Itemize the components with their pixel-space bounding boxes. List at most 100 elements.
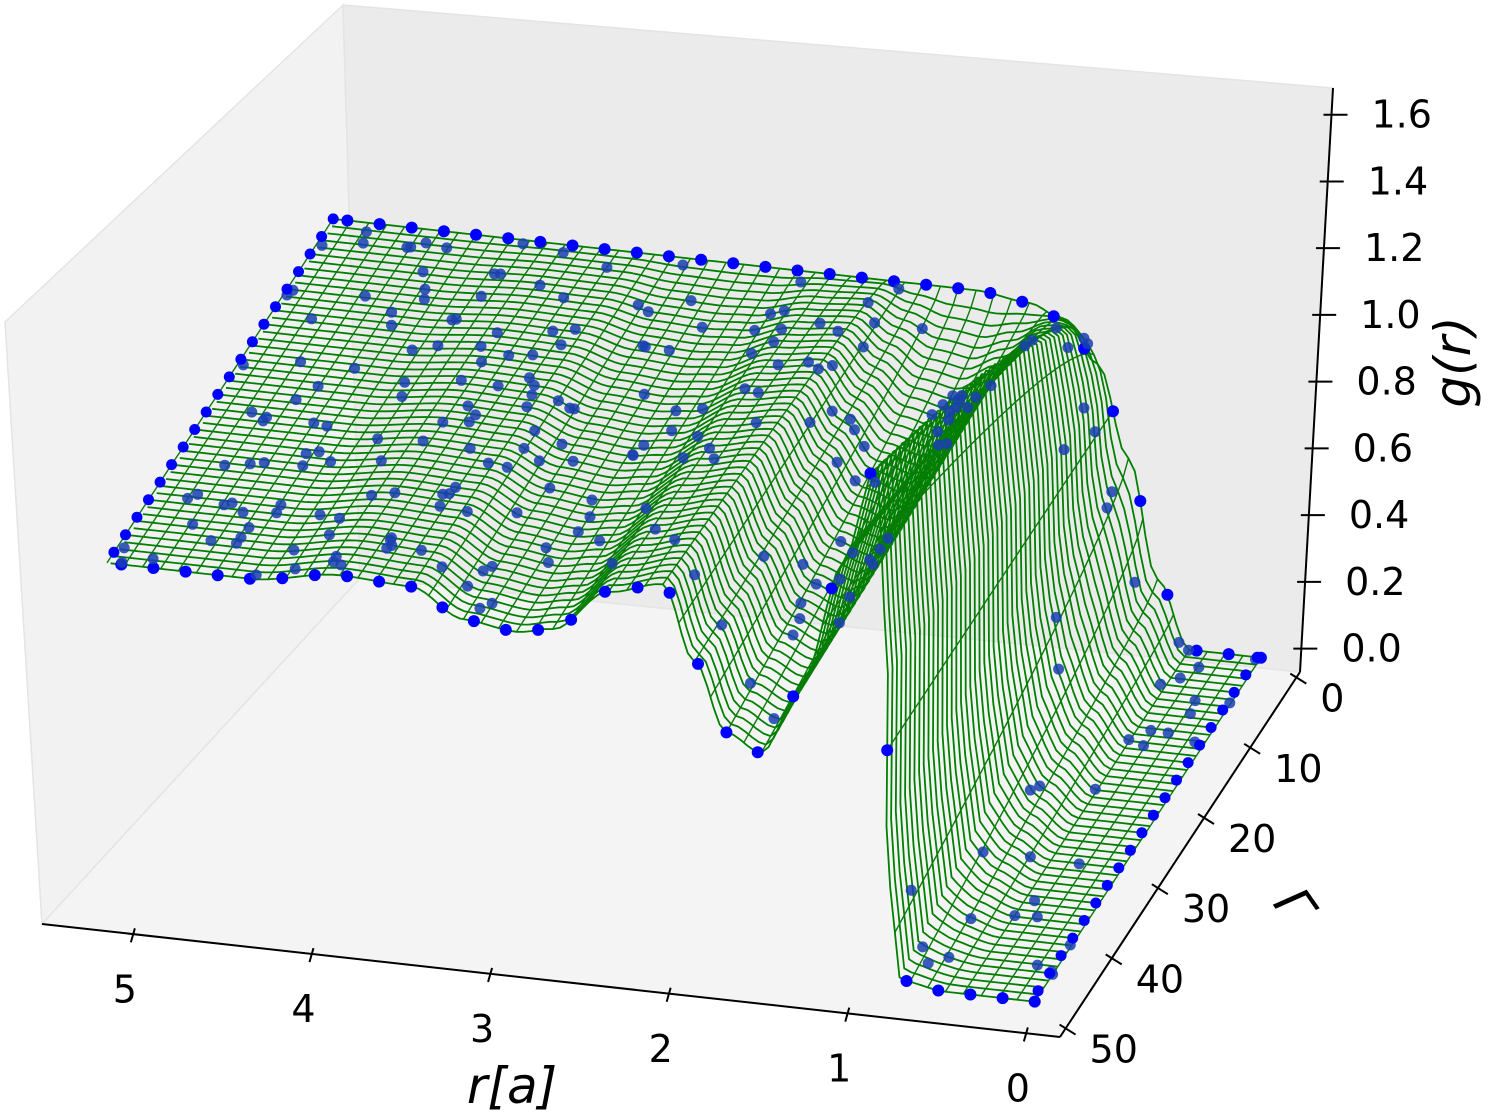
data-point-304: [697, 403, 709, 415]
data-point-214: [237, 506, 249, 518]
z-tick-1.6: 1.6: [1323, 93, 1432, 137]
y-axis-title: Γ: [1262, 877, 1328, 936]
data-point-33: [932, 984, 945, 997]
data-point-199: [147, 553, 159, 565]
svg-text:30: 30: [1182, 887, 1230, 931]
data-point-178: [765, 308, 776, 320]
svg-text:10: 10: [1274, 747, 1322, 791]
data-point-90: [835, 536, 847, 547]
data-point-144: [477, 565, 489, 577]
data-point-97: [547, 325, 559, 337]
data-point-99: [869, 476, 881, 488]
data-point-331: [1124, 844, 1136, 856]
data-point-346: [258, 318, 270, 330]
data-point-105: [642, 306, 654, 318]
data-point-26: [437, 225, 450, 238]
svg-text:3: 3: [470, 1007, 494, 1051]
data-point-101: [965, 913, 977, 925]
data-point-124: [970, 391, 982, 403]
z-axis-ticks: 0.0 0.2 0.4 0.6 0.8 1.0 1.2 1.4 1.6: [1293, 93, 1432, 671]
mesh-line-r-3.3: [462, 258, 692, 620]
data-point-44: [599, 585, 611, 598]
data-point-294: [396, 391, 408, 402]
data-point-231: [685, 295, 697, 307]
data-point-27: [405, 221, 418, 234]
data-point-2: [1190, 644, 1203, 657]
svg-text:1: 1: [827, 1047, 851, 1091]
data-point-176: [289, 563, 301, 575]
mesh-line-r-5.0: [160, 224, 388, 570]
data-point-133: [118, 542, 130, 554]
data-point-216: [417, 266, 429, 278]
data-point-312: [696, 321, 708, 333]
svg-text:4: 4: [291, 987, 315, 1031]
data-point-152: [627, 449, 639, 461]
data-point-187: [847, 547, 859, 559]
x-tick-4: 4: [291, 947, 316, 1031]
y-tick-0: 0: [1289, 672, 1344, 721]
data-point-254: [1053, 663, 1065, 675]
data-point-106: [708, 453, 720, 465]
data-point-260: [523, 372, 535, 384]
data-point-115: [569, 323, 581, 335]
data-point-46: [532, 623, 545, 636]
data-point-255: [768, 336, 780, 348]
data-point-264: [475, 290, 487, 302]
data-point-353: [177, 441, 189, 453]
data-point-77: [1050, 611, 1062, 623]
data-point-279: [568, 403, 580, 415]
svg-text:0.2: 0.2: [1345, 560, 1405, 604]
data-point-315: [300, 448, 312, 460]
data-point-246: [558, 292, 570, 304]
data-point-215: [795, 597, 807, 609]
data-point-177: [905, 884, 917, 896]
data-point-49: [436, 601, 449, 614]
data-point-311: [586, 494, 598, 506]
mesh-line-r-4.8: [195, 228, 424, 574]
data-point-74: [205, 535, 217, 547]
data-point-226: [534, 279, 546, 291]
mesh-line-r-1.7: [743, 290, 977, 744]
data-point-156: [926, 409, 938, 421]
data-point-31: [996, 992, 1009, 1005]
data-point-213: [663, 344, 675, 356]
y-axis-line: [1059, 671, 1301, 1038]
data-point-321: [1240, 669, 1252, 681]
data-point-20: [630, 246, 643, 259]
z-tick-1.4: 1.4: [1319, 159, 1428, 203]
data-point-128: [795, 276, 807, 288]
data-point-179: [944, 406, 956, 418]
data-point-10: [952, 282, 965, 295]
data-point-81: [1138, 740, 1149, 752]
x-tick-2: 2: [649, 987, 673, 1071]
z-tick-1.0: 1.0: [1312, 293, 1421, 337]
data-point-117: [716, 619, 728, 631]
data-point-332: [1113, 862, 1125, 874]
data-point-5: [1107, 405, 1119, 418]
data-point-333: [1101, 879, 1113, 891]
svg-text:0.0: 0.0: [1341, 627, 1401, 671]
mesh-line-r-3.2: [480, 260, 709, 624]
mesh-line-r-4.4: [267, 236, 495, 580]
data-point-83: [832, 325, 844, 337]
svg-text:1.4: 1.4: [1368, 159, 1428, 203]
data-point-169: [1062, 342, 1074, 353]
data-point-248: [357, 237, 369, 249]
data-point-327: [1171, 774, 1182, 786]
data-point-343: [293, 266, 304, 278]
data-point-129: [943, 951, 955, 963]
mesh-line-r-1.9: [709, 286, 942, 698]
data-point-67: [758, 550, 770, 562]
data-point-265: [1029, 895, 1041, 907]
data-point-175: [1145, 724, 1157, 736]
data-point-162: [360, 226, 372, 238]
data-point-293: [325, 456, 337, 468]
data-point-113: [637, 340, 649, 352]
data-point-236: [450, 313, 462, 325]
data-point-193: [692, 430, 704, 442]
data-point-330: [1136, 827, 1148, 839]
svg-text:40: 40: [1136, 957, 1184, 1001]
data-point-3: [1161, 588, 1174, 601]
data-point-146: [632, 299, 644, 311]
data-point-325: [1194, 739, 1206, 751]
